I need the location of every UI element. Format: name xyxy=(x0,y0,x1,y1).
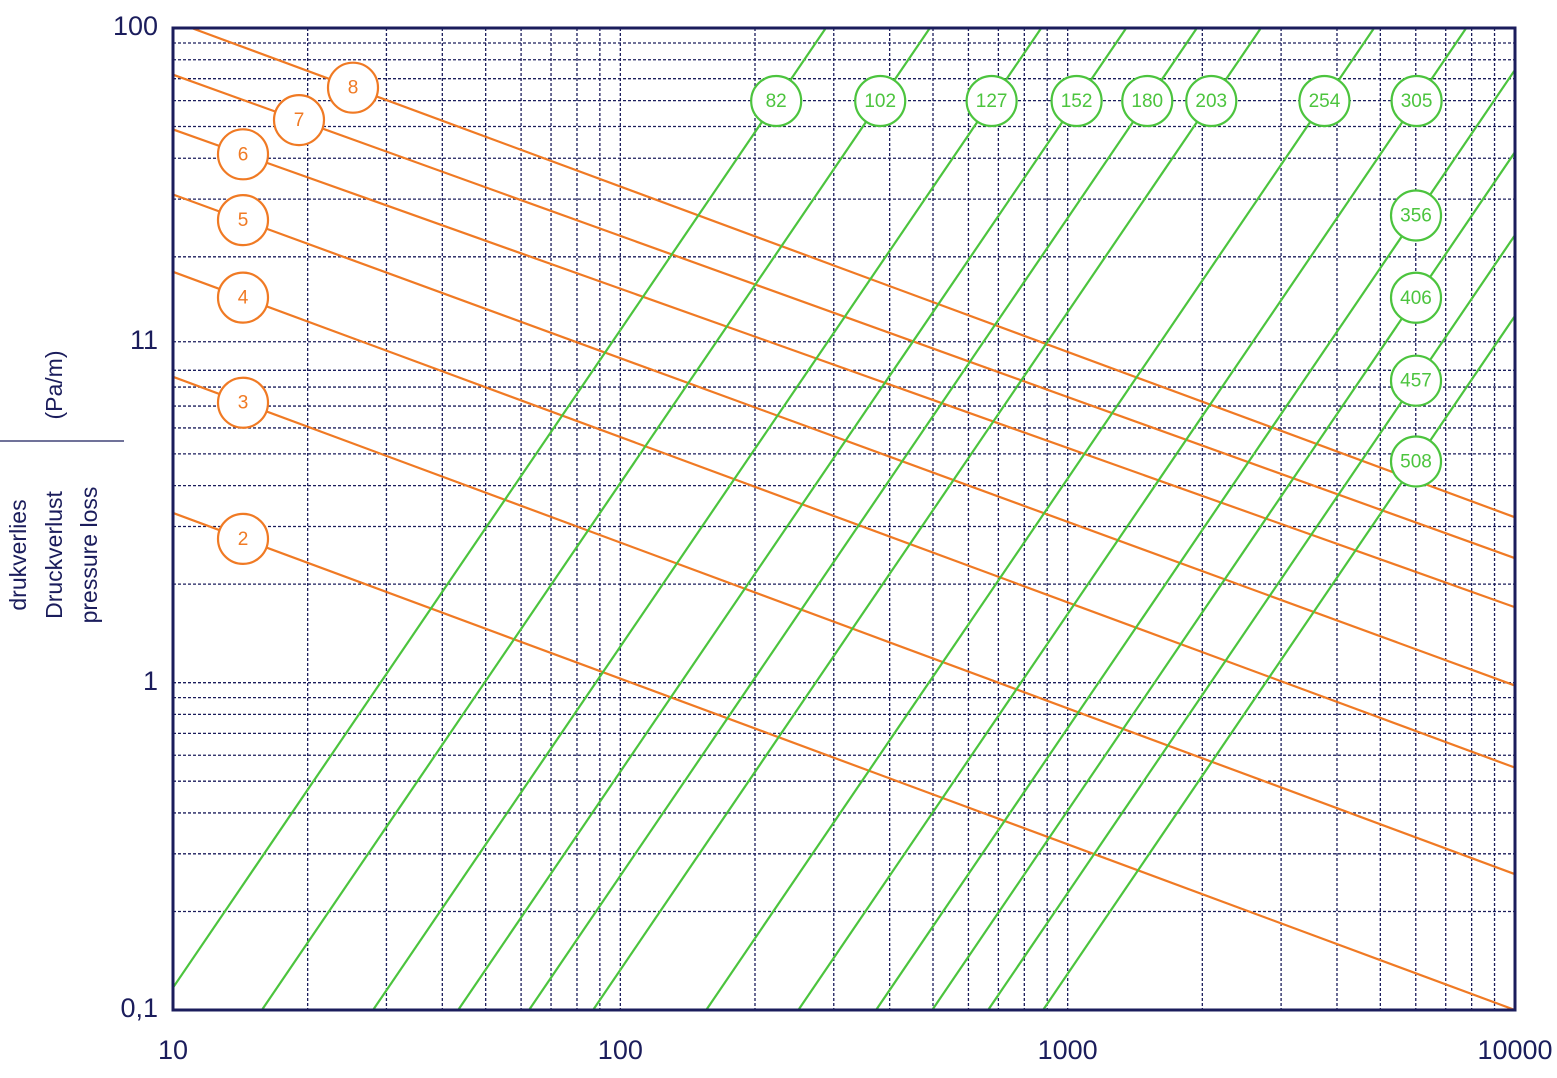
y-axis-unit: (Pa/m) xyxy=(41,351,67,420)
line-label-circle xyxy=(1298,74,1351,128)
line-label: 6 xyxy=(238,144,249,165)
data-line xyxy=(173,375,1515,876)
line-label: 254 xyxy=(1309,91,1341,112)
line-label: 305 xyxy=(1401,91,1433,112)
line-label: 356 xyxy=(1400,206,1432,227)
line-label: 2 xyxy=(238,529,249,550)
line-label-circle xyxy=(854,74,907,128)
data-line xyxy=(457,28,1128,1010)
y-tick-label: 0,1 xyxy=(120,993,158,1023)
data-line xyxy=(372,28,1043,1010)
line-label: 8 xyxy=(348,78,359,99)
data-line xyxy=(173,511,1515,1010)
line-label: 152 xyxy=(1061,91,1093,112)
line-label-circle xyxy=(216,128,270,181)
line-label-circle xyxy=(216,376,270,429)
data-line xyxy=(191,28,1515,519)
line-label-circle xyxy=(1050,74,1103,128)
plot-lines xyxy=(173,28,1515,1010)
line-label-circle xyxy=(1389,354,1443,407)
data-line xyxy=(705,28,1376,1010)
line-label-circle xyxy=(1390,74,1443,128)
line-label-circle xyxy=(1389,435,1443,488)
line-label-circle xyxy=(216,512,270,565)
line-label-circle xyxy=(1121,74,1174,128)
data-line xyxy=(260,28,931,1010)
line-label: 102 xyxy=(864,91,896,112)
line-label: 457 xyxy=(1400,371,1432,392)
line-label-circle xyxy=(750,74,803,128)
line-label: 127 xyxy=(976,91,1008,112)
y-tick-label: 11 xyxy=(130,325,158,355)
data-line xyxy=(173,270,1515,769)
data-line xyxy=(528,28,1198,1010)
y-axis-label: pressure loss xyxy=(76,487,102,624)
data-line xyxy=(173,28,827,989)
line-label-circle xyxy=(216,271,270,324)
data-line xyxy=(173,128,1515,609)
line-labels: 2 3 4 5 6 7 8 82 102 127 152 180 203 254 305 356 406 457 5… xyxy=(216,61,1443,565)
data-line xyxy=(592,28,1262,1010)
line-label: 203 xyxy=(1195,91,1227,112)
x-tick-label: 1000 xyxy=(1038,1035,1098,1065)
line-label: 508 xyxy=(1400,451,1432,472)
y-tick-label: 100 xyxy=(113,11,158,41)
line-label: 7 xyxy=(294,110,305,131)
line-label-circle xyxy=(216,194,270,247)
data-line xyxy=(797,28,1468,1010)
line-label-circle xyxy=(1389,189,1443,242)
line-label: 82 xyxy=(766,91,787,112)
data-line xyxy=(1042,315,1515,1010)
y-axis-label: drukverlies xyxy=(5,499,31,610)
grid xyxy=(172,27,1516,1011)
x-tick-label: 10 xyxy=(158,1035,188,1065)
line-label: 406 xyxy=(1400,288,1432,309)
x-tick-label: 10000 xyxy=(1477,1035,1552,1065)
line-label-circle xyxy=(1389,271,1443,324)
line-label-circle xyxy=(965,74,1018,128)
x-tick-label: 100 xyxy=(598,1035,643,1065)
y-tick-label: 1 xyxy=(143,666,158,696)
line-label: 5 xyxy=(238,210,249,231)
data-line xyxy=(173,193,1515,687)
y-axis-label: Druckverlust xyxy=(41,490,67,618)
line-label: 3 xyxy=(238,393,249,414)
line-label: 180 xyxy=(1131,91,1163,112)
line-label-circle xyxy=(326,61,380,114)
line-label-circle xyxy=(1185,74,1238,128)
line-label: 4 xyxy=(238,288,249,309)
plot-frame xyxy=(171,26,1517,1012)
line-label-circle xyxy=(272,93,326,147)
